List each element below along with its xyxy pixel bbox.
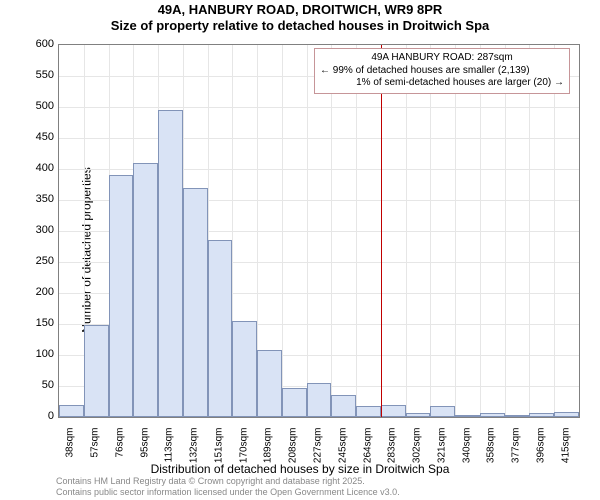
grid-line-h xyxy=(59,107,579,108)
histogram-bar xyxy=(356,406,381,417)
y-tick-label: 350 xyxy=(6,193,54,205)
annotation-title: 49A HANBURY ROAD: 287sqm xyxy=(320,52,564,65)
y-tick-label: 250 xyxy=(6,255,54,267)
grid-line-v xyxy=(455,45,456,417)
grid-line-v xyxy=(505,45,506,417)
x-axis-title: Distribution of detached houses by size … xyxy=(0,462,600,476)
chart-title-line2: Size of property relative to detached ho… xyxy=(0,18,600,33)
grid-line-v xyxy=(529,45,530,417)
histogram-bar xyxy=(554,412,579,417)
annotation-box: 49A HANBURY ROAD: 287sqm← 99% of detache… xyxy=(314,48,570,94)
y-tick-label: 0 xyxy=(6,410,54,422)
y-tick-label: 450 xyxy=(6,131,54,143)
histogram-bar xyxy=(59,405,84,417)
histogram-bar xyxy=(158,110,183,417)
grid-line-v xyxy=(480,45,481,417)
grid-line-v xyxy=(554,45,555,417)
grid-line-v xyxy=(356,45,357,417)
histogram-bar xyxy=(282,388,307,417)
grid-line-v xyxy=(406,45,407,417)
grid-line-h xyxy=(59,138,579,139)
histogram-bar xyxy=(183,188,208,417)
histogram-bar xyxy=(529,413,554,417)
title-block: 49A, HANBURY ROAD, DROITWICH, WR9 8PR Si… xyxy=(0,2,600,33)
histogram-bar xyxy=(331,395,356,417)
y-tick-label: 150 xyxy=(6,317,54,329)
histogram-bar xyxy=(307,383,332,417)
grid-line-v xyxy=(307,45,308,417)
histogram-bar xyxy=(232,321,257,417)
plot-area xyxy=(58,44,580,418)
histogram-bar xyxy=(133,163,158,417)
histogram-bar xyxy=(109,175,134,417)
marker-line xyxy=(381,45,382,417)
grid-line-v xyxy=(331,45,332,417)
grid-line-v xyxy=(430,45,431,417)
chart-title-line1: 49A, HANBURY ROAD, DROITWICH, WR9 8PR xyxy=(0,2,600,17)
footer-line1: Contains HM Land Registry data © Crown c… xyxy=(56,476,400,487)
chart-container: 49A, HANBURY ROAD, DROITWICH, WR9 8PR Si… xyxy=(0,0,600,500)
histogram-bar xyxy=(406,413,431,417)
y-tick-label: 600 xyxy=(6,38,54,50)
annotation-line2: ← 99% of detached houses are smaller (2,… xyxy=(320,65,564,78)
y-tick-label: 400 xyxy=(6,162,54,174)
y-tick-label: 50 xyxy=(6,379,54,391)
histogram-bar xyxy=(455,415,480,417)
y-tick-label: 300 xyxy=(6,224,54,236)
y-tick-label: 100 xyxy=(6,348,54,360)
histogram-bar xyxy=(381,405,406,417)
footer-line2: Contains public sector information licen… xyxy=(56,487,400,498)
histogram-bar xyxy=(208,240,233,417)
histogram-bar xyxy=(84,325,109,417)
annotation-line3: 1% of semi-detached houses are larger (2… xyxy=(320,77,564,90)
histogram-bar xyxy=(505,415,530,417)
y-tick-label: 550 xyxy=(6,69,54,81)
histogram-bar xyxy=(430,406,455,417)
y-tick-label: 500 xyxy=(6,100,54,112)
histogram-bar xyxy=(480,413,505,417)
y-tick-label: 200 xyxy=(6,286,54,298)
footer-attribution: Contains HM Land Registry data © Crown c… xyxy=(56,476,400,498)
grid-line-v xyxy=(282,45,283,417)
histogram-bar xyxy=(257,350,282,417)
